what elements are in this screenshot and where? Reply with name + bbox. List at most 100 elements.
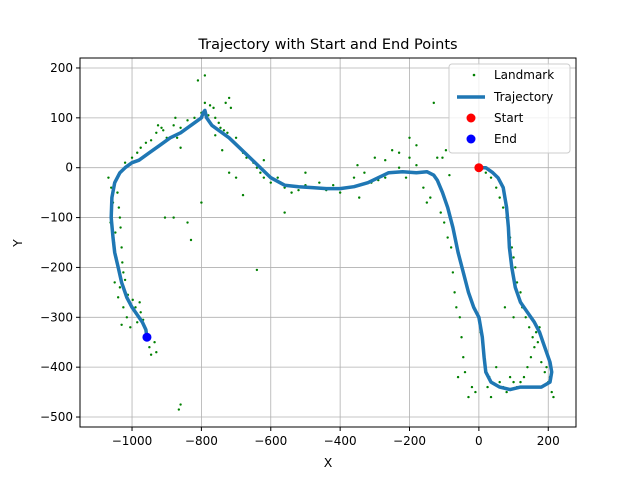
landmark-point bbox=[283, 211, 286, 214]
landmark-point bbox=[117, 206, 121, 209]
landmark-point bbox=[501, 206, 505, 209]
legend-end-label: End bbox=[494, 132, 517, 146]
landmark-point bbox=[162, 129, 165, 132]
landmark-point bbox=[508, 375, 512, 379]
landmark-point bbox=[470, 385, 474, 389]
landmark-point bbox=[234, 136, 238, 139]
legend-end-swatch bbox=[466, 134, 476, 144]
landmark-point bbox=[212, 106, 215, 110]
landmark-point bbox=[148, 346, 151, 349]
landmark-point bbox=[448, 173, 451, 177]
landmark-point bbox=[318, 181, 321, 184]
landmark-point bbox=[332, 183, 335, 187]
landmark-point bbox=[390, 149, 394, 152]
landmark-point bbox=[460, 336, 463, 339]
landmark-point bbox=[227, 171, 231, 174]
landmark-point bbox=[519, 291, 522, 294]
landmark-point bbox=[120, 323, 123, 326]
landmark-point bbox=[149, 353, 153, 356]
landmark-point bbox=[156, 124, 160, 127]
landmark-point bbox=[155, 351, 158, 354]
landmark-point bbox=[255, 268, 259, 272]
landmark-point bbox=[234, 176, 238, 179]
start-marker bbox=[474, 163, 484, 173]
landmark-point bbox=[203, 74, 207, 77]
landmark-point bbox=[446, 236, 449, 239]
chart-title: Trajectory with Start and End Points bbox=[197, 37, 457, 53]
landmark-point bbox=[422, 186, 425, 189]
landmark-point bbox=[125, 316, 129, 319]
landmark-point bbox=[174, 116, 177, 120]
y-tick-label: 0 bbox=[65, 161, 73, 175]
landmark-point bbox=[113, 281, 116, 284]
landmark-point bbox=[455, 306, 458, 309]
landmark-point bbox=[415, 164, 418, 167]
landmark-point bbox=[227, 96, 231, 100]
landmark-point bbox=[179, 146, 182, 149]
x-tick-label: 200 bbox=[537, 434, 560, 448]
landmark-point bbox=[484, 171, 488, 174]
landmark-point bbox=[512, 380, 515, 384]
landmark-point bbox=[536, 341, 540, 344]
start-end-markers bbox=[142, 163, 484, 342]
landmark-point bbox=[384, 176, 387, 179]
landmark-point bbox=[229, 106, 233, 110]
landmark-point bbox=[442, 221, 446, 224]
landmark-point bbox=[123, 278, 127, 282]
landmark-point bbox=[138, 301, 141, 304]
landmark-point bbox=[352, 176, 356, 179]
landmark-point bbox=[155, 131, 158, 134]
landmark-point bbox=[436, 156, 439, 159]
landmark-point bbox=[527, 326, 531, 329]
x-tick-label: −600 bbox=[254, 434, 287, 448]
landmark-point bbox=[116, 191, 119, 194]
landmark-point bbox=[363, 171, 366, 174]
landmark-point bbox=[290, 191, 293, 194]
x-tick-label: 0 bbox=[475, 434, 483, 448]
landmark-point bbox=[110, 186, 113, 189]
x-tick-label: −400 bbox=[324, 434, 357, 448]
landmark-point bbox=[489, 176, 493, 179]
landmark-point bbox=[503, 306, 507, 309]
landmark-point bbox=[121, 261, 124, 264]
landmark-point bbox=[214, 116, 217, 120]
landmark-point bbox=[269, 181, 272, 184]
landmark-point bbox=[531, 336, 534, 339]
y-tick-label: −400 bbox=[40, 360, 73, 374]
landmark-point bbox=[543, 370, 546, 374]
landmark-point bbox=[214, 134, 217, 137]
landmark-point bbox=[404, 176, 408, 179]
landmark-point bbox=[498, 196, 501, 199]
trajectory-series bbox=[109, 108, 554, 392]
landmark-point bbox=[118, 286, 122, 289]
landmark-point bbox=[397, 166, 401, 169]
landmark-point bbox=[467, 395, 470, 399]
landmark-point bbox=[526, 365, 529, 369]
landmark-point bbox=[186, 119, 189, 122]
landmark-point bbox=[505, 390, 508, 394]
landmark-point bbox=[222, 129, 226, 132]
legend-start-label: Start bbox=[494, 111, 524, 125]
x-tick-label: −1000 bbox=[112, 434, 153, 448]
landmark-point bbox=[120, 246, 123, 249]
landmark-point bbox=[304, 171, 307, 174]
landmark-point bbox=[522, 375, 526, 379]
legend-trajectory-label: Trajectory bbox=[493, 90, 553, 104]
landmark-point bbox=[200, 201, 203, 204]
landmark-point bbox=[441, 156, 444, 159]
landmark-point bbox=[114, 231, 117, 234]
y-tick-label: −100 bbox=[40, 211, 73, 225]
y-tick-label: 200 bbox=[50, 61, 73, 75]
landmark-point bbox=[208, 104, 212, 107]
landmark-point bbox=[179, 403, 182, 406]
landmark-point bbox=[144, 141, 148, 144]
landmark-point bbox=[175, 136, 179, 139]
landmark-point bbox=[515, 281, 519, 284]
landmark-point bbox=[149, 139, 153, 142]
legend-box bbox=[448, 63, 571, 154]
landmark-point bbox=[444, 149, 448, 152]
landmark-point bbox=[129, 326, 132, 329]
landmark-point bbox=[262, 159, 266, 162]
landmark-point bbox=[262, 176, 266, 179]
